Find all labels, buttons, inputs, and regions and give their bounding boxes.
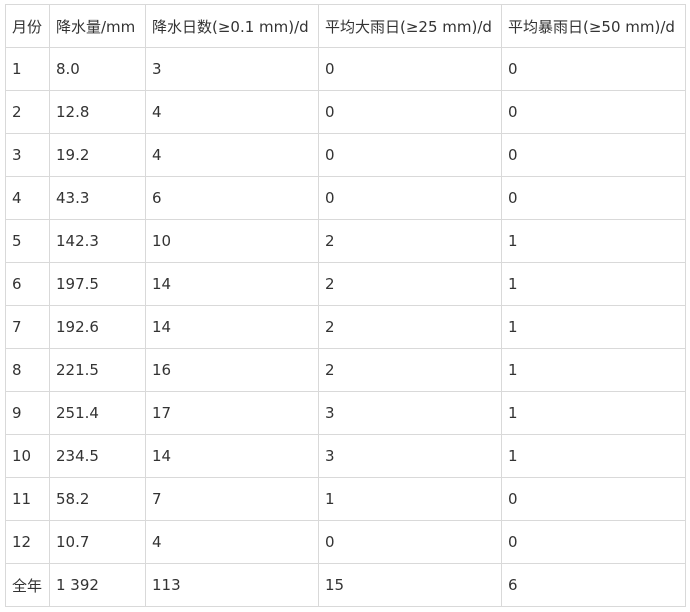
cell-heavy-rain-days: 3 (318, 391, 502, 435)
cell-precipitation: 197.5 (49, 262, 146, 306)
cell-month: 12 (5, 520, 50, 564)
cell-month: 11 (5, 477, 50, 521)
table-row: 1 8.0 3 0 0 (5, 47, 686, 91)
cell-rainstorm-days: 0 (501, 176, 686, 220)
cell-precip-days: 4 (145, 520, 319, 564)
table-row: 8 221.5 16 2 1 (5, 348, 686, 392)
cell-month: 2 (5, 90, 50, 134)
cell-precipitation: 192.6 (49, 305, 146, 349)
cell-precip-days: 10 (145, 219, 319, 263)
table-row: 10 234.5 14 3 1 (5, 434, 686, 478)
cell-precip-days: 16 (145, 348, 319, 392)
cell-precip-days: 17 (145, 391, 319, 435)
header-heavy-rain-days: 平均大雨日(≥25 mm)/d (318, 4, 502, 48)
cell-precip-days: 14 (145, 305, 319, 349)
cell-heavy-rain-days: 2 (318, 305, 502, 349)
table-row: 3 19.2 4 0 0 (5, 133, 686, 177)
cell-precip-days: 7 (145, 477, 319, 521)
cell-heavy-rain-days: 2 (318, 262, 502, 306)
cell-precipitation: 1 392 (49, 563, 146, 607)
cell-heavy-rain-days: 2 (318, 348, 502, 392)
table-row: 2 12.8 4 0 0 (5, 90, 686, 134)
cell-rainstorm-days: 6 (501, 563, 686, 607)
header-precip-days: 降水日数(≥0.1 mm)/d (145, 4, 319, 48)
cell-precip-days: 4 (145, 90, 319, 134)
cell-precipitation: 8.0 (49, 47, 146, 91)
table-row: 11 58.2 7 1 0 (5, 477, 686, 521)
cell-rainstorm-days: 1 (501, 219, 686, 263)
cell-precipitation: 234.5 (49, 434, 146, 478)
cell-precip-days: 14 (145, 434, 319, 478)
cell-rainstorm-days: 0 (501, 477, 686, 521)
cell-rainstorm-days: 1 (501, 391, 686, 435)
cell-precipitation: 43.3 (49, 176, 146, 220)
header-precipitation: 降水量/mm (49, 4, 146, 48)
cell-month: 10 (5, 434, 50, 478)
cell-precipitation: 12.8 (49, 90, 146, 134)
cell-rainstorm-days: 1 (501, 262, 686, 306)
cell-month: 1 (5, 47, 50, 91)
cell-precip-days: 4 (145, 133, 319, 177)
cell-rainstorm-days: 1 (501, 348, 686, 392)
cell-heavy-rain-days: 3 (318, 434, 502, 478)
cell-heavy-rain-days: 1 (318, 477, 502, 521)
cell-precip-days: 14 (145, 262, 319, 306)
cell-precipitation: 58.2 (49, 477, 146, 521)
table-row: 9 251.4 17 3 1 (5, 391, 686, 435)
cell-precip-days: 6 (145, 176, 319, 220)
cell-month: 4 (5, 176, 50, 220)
table-body: 1 8.0 3 0 0 2 12.8 4 0 0 3 19.2 4 0 0 4 43.3 6 0 0 5 142.3 10 2… (5, 47, 686, 607)
cell-heavy-rain-days: 0 (318, 520, 502, 564)
cell-month: 3 (5, 133, 50, 177)
cell-rainstorm-days: 1 (501, 305, 686, 349)
cell-month: 5 (5, 219, 50, 263)
cell-precipitation: 10.7 (49, 520, 146, 564)
cell-heavy-rain-days: 2 (318, 219, 502, 263)
cell-heavy-rain-days: 0 (318, 47, 502, 91)
table-header: 月份 降水量/mm 降水日数(≥0.1 mm)/d 平均大雨日(≥25 mm)/… (5, 4, 686, 48)
cell-heavy-rain-days: 0 (318, 90, 502, 134)
cell-precipitation: 251.4 (49, 391, 146, 435)
cell-precip-days: 113 (145, 563, 319, 607)
cell-rainstorm-days: 1 (501, 434, 686, 478)
cell-heavy-rain-days: 15 (318, 563, 502, 607)
cell-rainstorm-days: 0 (501, 90, 686, 134)
table-row: 6 197.5 14 2 1 (5, 262, 686, 306)
table-row: 5 142.3 10 2 1 (5, 219, 686, 263)
table-row: 7 192.6 14 2 1 (5, 305, 686, 349)
cell-month: 6 (5, 262, 50, 306)
cell-month: 全年 (5, 563, 50, 607)
cell-precip-days: 3 (145, 47, 319, 91)
header-row: 月份 降水量/mm 降水日数(≥0.1 mm)/d 平均大雨日(≥25 mm)/… (5, 4, 686, 48)
cell-rainstorm-days: 0 (501, 520, 686, 564)
cell-heavy-rain-days: 0 (318, 133, 502, 177)
cell-month: 7 (5, 305, 50, 349)
precipitation-table: 月份 降水量/mm 降水日数(≥0.1 mm)/d 平均大雨日(≥25 mm)/… (5, 4, 686, 607)
cell-precipitation: 19.2 (49, 133, 146, 177)
header-rainstorm-days: 平均暴雨日(≥50 mm)/d (501, 4, 686, 48)
cell-rainstorm-days: 0 (501, 133, 686, 177)
cell-month: 8 (5, 348, 50, 392)
cell-heavy-rain-days: 0 (318, 176, 502, 220)
cell-month: 9 (5, 391, 50, 435)
table-row: 全年 1 392 113 15 6 (5, 563, 686, 607)
cell-precipitation: 221.5 (49, 348, 146, 392)
table-row: 12 10.7 4 0 0 (5, 520, 686, 564)
table-row: 4 43.3 6 0 0 (5, 176, 686, 220)
cell-rainstorm-days: 0 (501, 47, 686, 91)
header-month: 月份 (5, 4, 50, 48)
cell-precipitation: 142.3 (49, 219, 146, 263)
